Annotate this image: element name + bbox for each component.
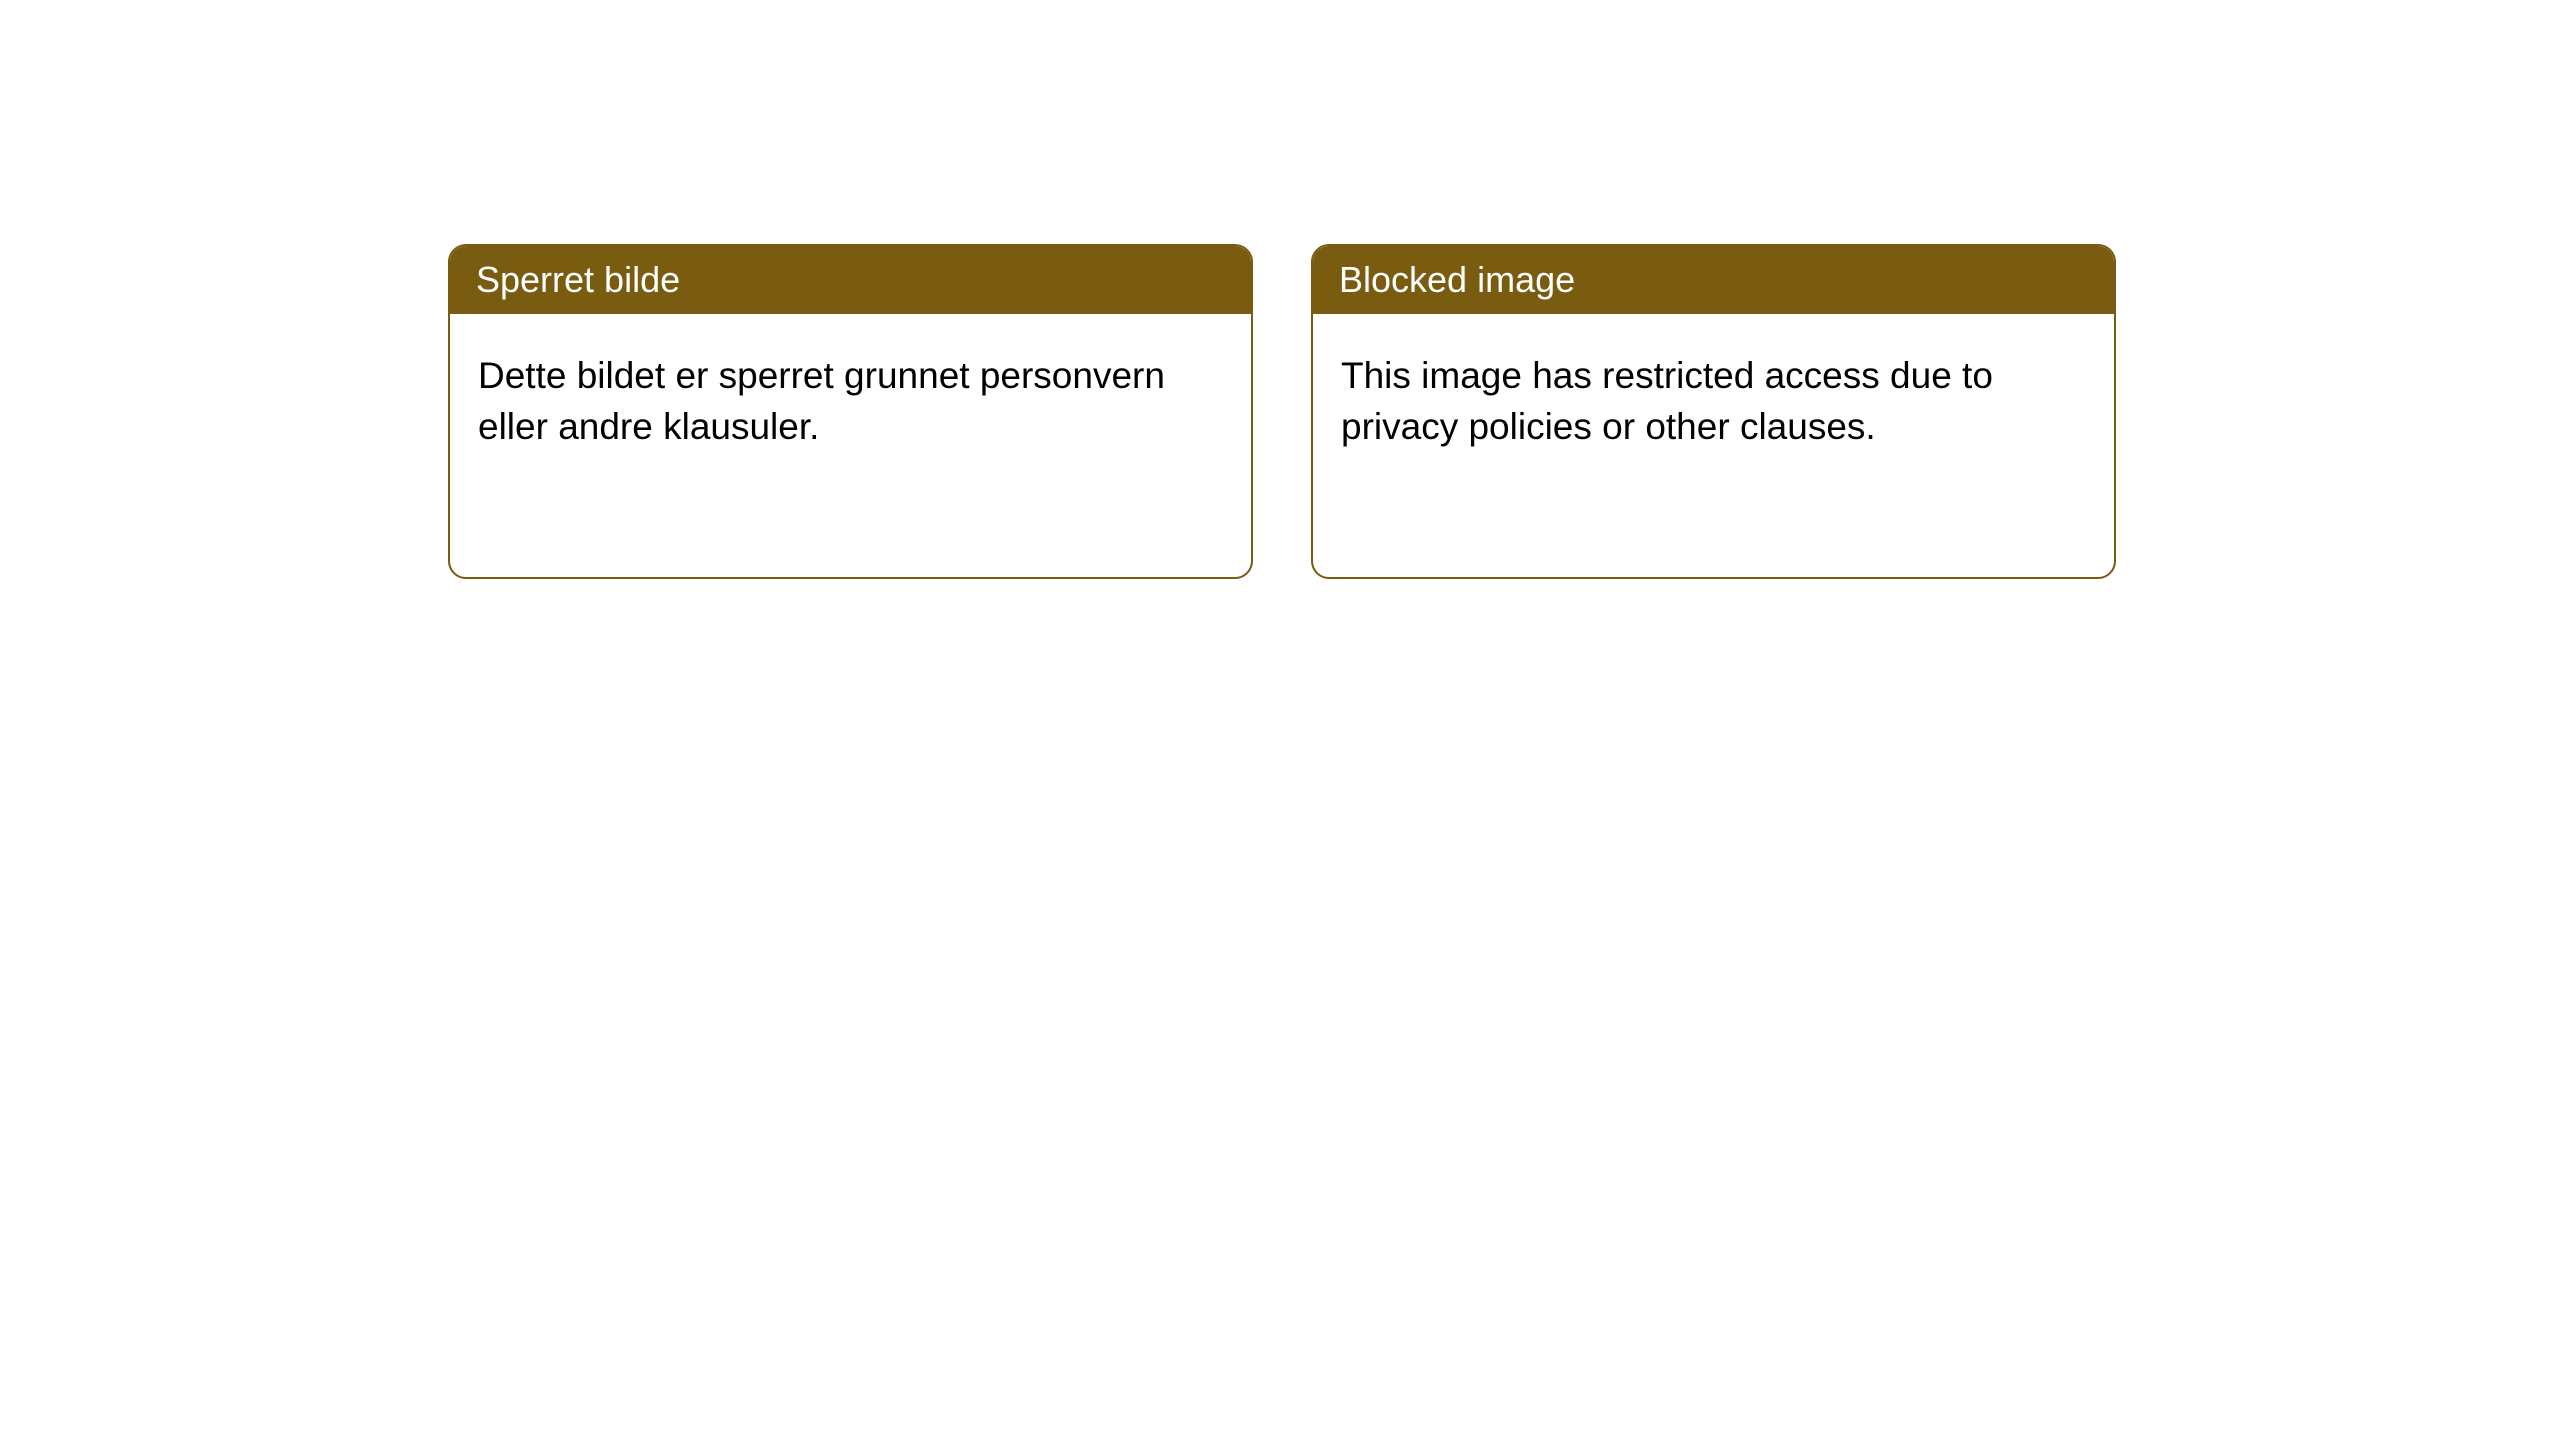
card-title: Sperret bilde xyxy=(476,259,680,300)
notice-card-english: Blocked image This image has restricted … xyxy=(1311,244,2116,579)
notice-card-norwegian: Sperret bilde Dette bildet er sperret gr… xyxy=(448,244,1253,579)
card-message: Dette bildet er sperret grunnet personve… xyxy=(478,355,1165,447)
notice-cards-container: Sperret bilde Dette bildet er sperret gr… xyxy=(448,244,2116,579)
card-message: This image has restricted access due to … xyxy=(1341,355,1993,447)
card-title: Blocked image xyxy=(1339,259,1575,300)
card-header: Blocked image xyxy=(1313,246,2114,314)
card-body: This image has restricted access due to … xyxy=(1313,314,2114,488)
card-body: Dette bildet er sperret grunnet personve… xyxy=(450,314,1251,488)
card-header: Sperret bilde xyxy=(450,246,1251,314)
